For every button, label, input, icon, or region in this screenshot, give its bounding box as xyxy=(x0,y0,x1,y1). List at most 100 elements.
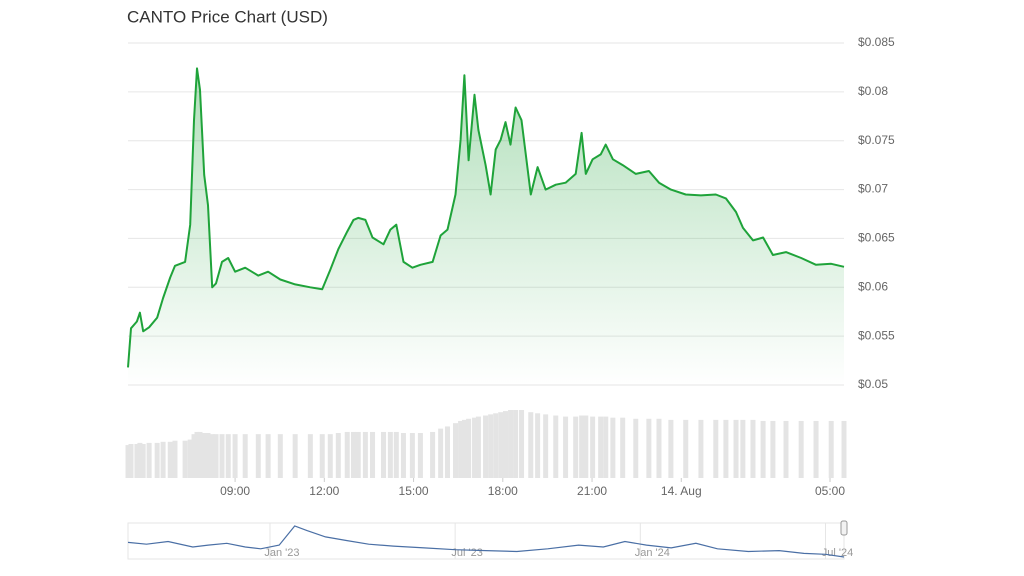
volume-bar xyxy=(760,420,766,478)
volume-bar xyxy=(205,433,211,478)
volume-bar xyxy=(783,420,789,478)
volume-bar xyxy=(307,434,313,478)
volume-bar xyxy=(498,412,504,478)
volume-bar xyxy=(813,420,819,478)
volume-bar xyxy=(197,431,203,478)
volume-bar xyxy=(563,416,569,478)
volume-bar xyxy=(438,428,444,478)
volume-bar xyxy=(770,420,776,478)
volume-bar xyxy=(277,434,283,478)
volume-bar xyxy=(232,434,238,478)
volume-bar xyxy=(344,431,350,478)
volume-bar xyxy=(502,411,508,478)
volume-bar xyxy=(292,434,298,478)
x-tick-label: 05:00 xyxy=(815,484,845,498)
volume-bar xyxy=(475,416,481,478)
volume-bar xyxy=(125,445,131,478)
navigator-label: Jan '23 xyxy=(264,547,299,559)
y-tick-label: $0.08 xyxy=(858,84,888,98)
volume-bar xyxy=(187,439,193,478)
volume-bar xyxy=(265,434,271,478)
volume-bar xyxy=(134,444,140,478)
y-tick-label: $0.06 xyxy=(858,279,888,293)
volume-bar xyxy=(488,414,494,478)
chart-title: CANTO Price Chart (USD) xyxy=(127,7,328,26)
navigator-handle[interactable] xyxy=(840,520,848,536)
volume-bar xyxy=(590,416,596,478)
navigator-frame xyxy=(127,522,845,560)
volume-bar xyxy=(513,410,519,478)
volume-bar xyxy=(798,420,804,478)
navigator-label: Jul '23 xyxy=(451,547,482,559)
x-tick-label: 15:00 xyxy=(399,484,429,498)
volume-bar xyxy=(740,419,746,478)
volume-bar xyxy=(466,418,472,478)
volume-bar xyxy=(543,414,549,478)
volume-bar xyxy=(603,416,609,478)
navigator-line xyxy=(127,525,845,558)
volume-bar xyxy=(225,434,231,478)
volume-bar xyxy=(583,415,589,478)
x-tick-label: 21:00 xyxy=(577,484,607,498)
volume-bar xyxy=(633,418,639,478)
volume-bar xyxy=(370,431,376,478)
x-tick-label: 14. Aug xyxy=(661,484,702,498)
volume-bar xyxy=(598,416,604,478)
volume-bar xyxy=(841,420,847,478)
volume-bar xyxy=(573,416,579,478)
y-tick-label: $0.07 xyxy=(858,182,888,196)
volume-bar xyxy=(335,433,341,478)
volume-bar xyxy=(255,434,261,478)
volume-bar xyxy=(194,431,200,478)
volume-bar xyxy=(461,419,467,478)
volume-bar xyxy=(393,431,399,478)
volume-bar xyxy=(668,419,674,478)
volume-bar xyxy=(327,434,333,478)
volume-bar xyxy=(508,410,514,478)
volume-bar xyxy=(409,433,415,478)
volume-bar xyxy=(160,441,166,478)
volume-bar xyxy=(172,440,178,478)
volume-bar xyxy=(656,418,662,478)
y-tick-label: $0.05 xyxy=(858,377,888,391)
volume-bar xyxy=(154,442,160,478)
volume-bar xyxy=(579,415,585,478)
y-tick-label: $0.085 xyxy=(858,35,895,49)
volume-bar xyxy=(519,410,525,478)
volume-bar xyxy=(242,434,248,478)
volume-bar xyxy=(146,442,152,478)
volume-bar xyxy=(387,431,393,478)
volume-bar xyxy=(430,431,436,478)
volume-bar xyxy=(444,426,450,478)
volume-bar xyxy=(458,420,464,478)
volume-bar xyxy=(182,440,188,478)
volume-bar xyxy=(355,431,361,478)
x-tick-label: 09:00 xyxy=(220,484,250,498)
volume-bar xyxy=(723,419,729,478)
volume-bar xyxy=(828,420,834,478)
volume-bar xyxy=(140,444,146,478)
volume-bar xyxy=(528,412,534,478)
volume-bar xyxy=(646,418,652,478)
volume-bar xyxy=(535,413,541,478)
volume-bar xyxy=(750,419,756,478)
volume-bar xyxy=(128,444,134,478)
x-tick-label: 12:00 xyxy=(309,484,339,498)
y-tick-label: $0.075 xyxy=(858,133,895,147)
volume-bar xyxy=(698,419,704,478)
volume-bar xyxy=(683,419,689,478)
price-line xyxy=(127,67,845,368)
volume-bar xyxy=(493,413,499,478)
volume-bar xyxy=(362,431,368,478)
volume-bar xyxy=(453,423,459,478)
volume-bar xyxy=(713,419,719,478)
volume-bar xyxy=(400,433,406,478)
navigator-label: Jan '24 xyxy=(635,547,670,559)
volume-bar xyxy=(381,431,387,478)
volume-bar xyxy=(191,434,197,478)
volume-bar xyxy=(610,417,616,478)
volume-bar xyxy=(167,441,173,478)
volume-bar xyxy=(620,417,626,478)
price-area xyxy=(128,68,844,386)
